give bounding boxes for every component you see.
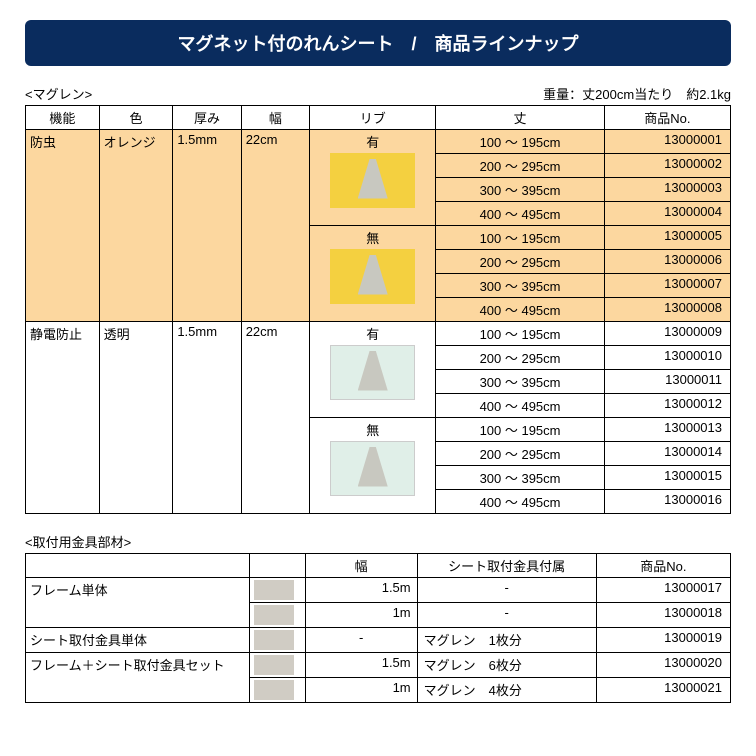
product-no-cell: 13000013 bbox=[604, 418, 730, 442]
col-header: 幅 bbox=[305, 554, 417, 578]
width-cell: 1.5m bbox=[305, 653, 417, 678]
product-no-cell: 13000017 bbox=[596, 578, 730, 603]
col-header: 厚み bbox=[173, 106, 241, 130]
product-no-cell: 13000019 bbox=[596, 628, 730, 653]
col-header bbox=[249, 554, 305, 578]
cell-color: オレンジ bbox=[99, 130, 173, 322]
product-thumb bbox=[330, 441, 415, 496]
section1-label: <マグレン> bbox=[25, 84, 92, 103]
cell-thickness: 1.5mm bbox=[173, 130, 241, 322]
item-name-cell: シート取付金具単体 bbox=[26, 628, 250, 653]
col-header: 丈 bbox=[436, 106, 604, 130]
col-header: リブ bbox=[310, 106, 436, 130]
rib-cell: 無 bbox=[310, 418, 436, 514]
product-table: 機能色厚み幅リブ丈商品No. 防虫オレンジ1.5mm22cm 有 100 ～ 195c… bbox=[25, 105, 731, 514]
product-no-cell: 13000003 bbox=[604, 178, 730, 202]
length-cell: 200 ～ 295cm bbox=[436, 442, 604, 466]
rib-cell: 有 bbox=[310, 322, 436, 418]
thumb-cell bbox=[249, 578, 305, 603]
length-cell: 400 ～ 495cm bbox=[436, 202, 604, 226]
hardware-thumb bbox=[254, 680, 294, 700]
col-header: 商品No. bbox=[596, 554, 730, 578]
product-no-cell: 13000006 bbox=[604, 250, 730, 274]
col-header: 幅 bbox=[241, 106, 309, 130]
length-cell: 300 ～ 395cm bbox=[436, 466, 604, 490]
product-no-cell: 13000011 bbox=[604, 370, 730, 394]
product-no-cell: 13000014 bbox=[604, 442, 730, 466]
product-no-cell: 13000001 bbox=[604, 130, 730, 154]
item-name-cell: フレーム＋シート取付金具セット bbox=[26, 653, 250, 703]
attachment-cell: マグレン 6枚分 bbox=[417, 653, 596, 678]
product-no-cell: 13000018 bbox=[596, 603, 730, 628]
length-cell: 400 ～ 495cm bbox=[436, 298, 604, 322]
product-no-cell: 13000020 bbox=[596, 653, 730, 678]
col-header bbox=[26, 554, 250, 578]
hardware-thumb bbox=[254, 605, 294, 625]
section1-caption-row: <マグレン> 重量：丈200cm当たり 約2.1kg bbox=[25, 84, 731, 103]
col-header: 商品No. bbox=[604, 106, 730, 130]
product-no-cell: 13000002 bbox=[604, 154, 730, 178]
thumb-cell bbox=[249, 653, 305, 678]
rib-label: 有 bbox=[314, 324, 431, 343]
thumb-cell bbox=[249, 628, 305, 653]
attachment-cell: - bbox=[417, 603, 596, 628]
hardware-table: 幅シート取付金具付属商品No.フレーム単体1.5m-130000171m-130… bbox=[25, 553, 731, 703]
page-title: マグネット付のれんシート / 商品ラインナップ bbox=[25, 20, 731, 66]
length-cell: 100 ～ 195cm bbox=[436, 418, 604, 442]
product-no-cell: 13000008 bbox=[604, 298, 730, 322]
rib-label: 無 bbox=[314, 228, 431, 247]
width-cell: 1.5m bbox=[305, 578, 417, 603]
cell-color: 透明 bbox=[99, 322, 173, 514]
length-cell: 100 ～ 195cm bbox=[436, 130, 604, 154]
product-thumb bbox=[330, 345, 415, 400]
attachment-cell: マグレン 4枚分 bbox=[417, 678, 596, 703]
cell-feature: 防虫 bbox=[26, 130, 100, 322]
product-no-cell: 13000021 bbox=[596, 678, 730, 703]
cell-thickness: 1.5mm bbox=[173, 322, 241, 514]
thumb-cell bbox=[249, 678, 305, 703]
col-header: 機能 bbox=[26, 106, 100, 130]
length-cell: 300 ～ 395cm bbox=[436, 370, 604, 394]
product-no-cell: 13000004 bbox=[604, 202, 730, 226]
col-header: シート取付金具付属 bbox=[417, 554, 596, 578]
product-thumb bbox=[330, 153, 415, 208]
hardware-thumb bbox=[254, 655, 294, 675]
attachment-cell: - bbox=[417, 578, 596, 603]
width-cell: 1m bbox=[305, 678, 417, 703]
length-cell: 100 ～ 195cm bbox=[436, 322, 604, 346]
hardware-thumb bbox=[254, 580, 294, 600]
product-no-cell: 13000010 bbox=[604, 346, 730, 370]
product-thumb bbox=[330, 249, 415, 304]
weight-note: 重量：丈200cm当たり 約2.1kg bbox=[543, 84, 731, 103]
rib-cell: 有 bbox=[310, 130, 436, 226]
product-no-cell: 13000005 bbox=[604, 226, 730, 250]
cell-width: 22cm bbox=[241, 322, 309, 514]
product-no-cell: 13000007 bbox=[604, 274, 730, 298]
item-name-cell: フレーム単体 bbox=[26, 578, 250, 628]
rib-label: 有 bbox=[314, 132, 431, 151]
hardware-thumb bbox=[254, 630, 294, 650]
section2-label: <取付用金具部材> bbox=[25, 532, 731, 551]
product-no-cell: 13000015 bbox=[604, 466, 730, 490]
length-cell: 200 ～ 295cm bbox=[436, 250, 604, 274]
product-no-cell: 13000009 bbox=[604, 322, 730, 346]
length-cell: 400 ～ 495cm bbox=[436, 490, 604, 514]
product-no-cell: 13000012 bbox=[604, 394, 730, 418]
cell-width: 22cm bbox=[241, 130, 309, 322]
cell-feature: 静電防止 bbox=[26, 322, 100, 514]
rib-label: 無 bbox=[314, 420, 431, 439]
width-cell: 1m bbox=[305, 603, 417, 628]
width-cell: - bbox=[305, 628, 417, 653]
length-cell: 200 ～ 295cm bbox=[436, 346, 604, 370]
col-header: 色 bbox=[99, 106, 173, 130]
length-cell: 200 ～ 295cm bbox=[436, 154, 604, 178]
rib-cell: 無 bbox=[310, 226, 436, 322]
length-cell: 400 ～ 495cm bbox=[436, 394, 604, 418]
length-cell: 300 ～ 395cm bbox=[436, 274, 604, 298]
attachment-cell: マグレン 1枚分 bbox=[417, 628, 596, 653]
length-cell: 300 ～ 395cm bbox=[436, 178, 604, 202]
length-cell: 100 ～ 195cm bbox=[436, 226, 604, 250]
thumb-cell bbox=[249, 603, 305, 628]
product-no-cell: 13000016 bbox=[604, 490, 730, 514]
